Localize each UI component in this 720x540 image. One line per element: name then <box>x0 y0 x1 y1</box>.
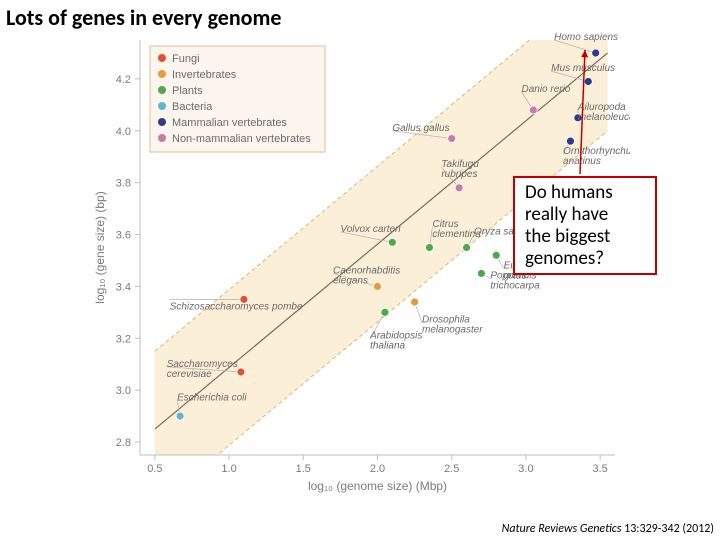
data-point <box>374 282 382 290</box>
x-tick-label: 1.0 <box>221 463 236 475</box>
species-label: trichocarpa <box>490 281 540 292</box>
data-point <box>463 244 471 252</box>
callout-line: really have <box>525 204 645 226</box>
x-tick-label: 0.5 <box>147 463 162 475</box>
species-label: Danio rerio <box>521 84 570 95</box>
data-point <box>566 137 574 145</box>
data-point <box>411 298 419 306</box>
data-point <box>584 78 592 86</box>
data-point <box>237 368 245 376</box>
data-point <box>455 184 463 192</box>
species-label: elegans <box>333 275 368 286</box>
data-point <box>492 251 500 259</box>
legend-label: Bacteria <box>172 101 213 113</box>
x-axis-label: log₁₀ (genome size) (Mbp) <box>308 479 447 493</box>
y-tick-label: 4.2 <box>116 74 131 86</box>
species-label: melanoleuca <box>578 112 630 123</box>
y-tick-label: 3.6 <box>116 230 131 242</box>
legend-marker <box>158 86 166 94</box>
legend-marker <box>158 70 166 78</box>
callout-box: Do humansreally havethe biggestgenomes? <box>513 176 657 275</box>
data-point <box>425 244 433 252</box>
slide-root: Lots of genes in every genome 0.5 1.0 1.5 2… <box>0 0 720 540</box>
callout-line: Do humans <box>525 182 645 204</box>
y-axis-label: log₁₀ (gene size) (bp) <box>93 191 107 303</box>
x-tick-label: 3.5 <box>593 463 608 475</box>
data-point <box>448 135 456 143</box>
data-point <box>381 308 389 316</box>
x-tick-label: 3.0 <box>518 463 533 475</box>
species-label: Gallus gallus <box>392 123 449 134</box>
y-tick-label: 3.4 <box>116 281 131 293</box>
slide-title: Lots of genes in every genome <box>6 4 281 31</box>
callout-line: the biggest <box>525 226 645 248</box>
legend-marker <box>158 102 166 110</box>
species-label: Homo sapiens <box>554 32 618 43</box>
species-label: Schizosaccharomyces pombe <box>170 301 303 312</box>
legend-label: Fungi <box>172 53 200 65</box>
legend-label: Mammalian vertebrates <box>172 117 287 129</box>
species-label: thaliana <box>370 340 405 351</box>
species-label: anatinus <box>563 156 601 167</box>
data-point <box>176 412 184 420</box>
citation-ref: 13:329-342 (2012) <box>621 522 714 536</box>
citation-journal: Nature Reviews Genetics <box>502 522 622 536</box>
y-tick-label: 4.0 <box>116 126 131 138</box>
species-label: cerevisiae <box>167 369 212 380</box>
x-tick-label: 2.5 <box>444 463 459 475</box>
y-tick-label: 3.2 <box>116 333 131 345</box>
data-point <box>388 238 396 246</box>
y-tick-label: 2.8 <box>116 437 131 449</box>
citation: Nature Reviews Genetics 13:329-342 (2012… <box>502 522 714 536</box>
legend-marker <box>158 54 166 62</box>
y-tick-label: 3.8 <box>116 178 131 190</box>
legend-marker <box>158 134 166 142</box>
species-label: rubripes <box>441 169 477 180</box>
legend-label: Plants <box>172 85 203 97</box>
data-point <box>592 49 600 57</box>
legend-label: Non-mammalian vertebrates <box>172 133 311 145</box>
data-point <box>529 106 537 114</box>
y-tick-label: 3.0 <box>116 385 131 397</box>
callout-line: genomes? <box>525 248 645 270</box>
x-tick-label: 2.0 <box>370 463 385 475</box>
species-label: melanogaster <box>422 325 483 336</box>
legend-marker <box>158 118 166 126</box>
data-point <box>477 269 485 277</box>
species-label: Mus musculus <box>551 63 615 74</box>
species-label: Escherichia coli <box>177 393 247 404</box>
legend-label: Invertebrates <box>172 69 237 81</box>
species-label: Volvox carteri <box>340 224 401 235</box>
x-tick-label: 1.5 <box>296 463 311 475</box>
